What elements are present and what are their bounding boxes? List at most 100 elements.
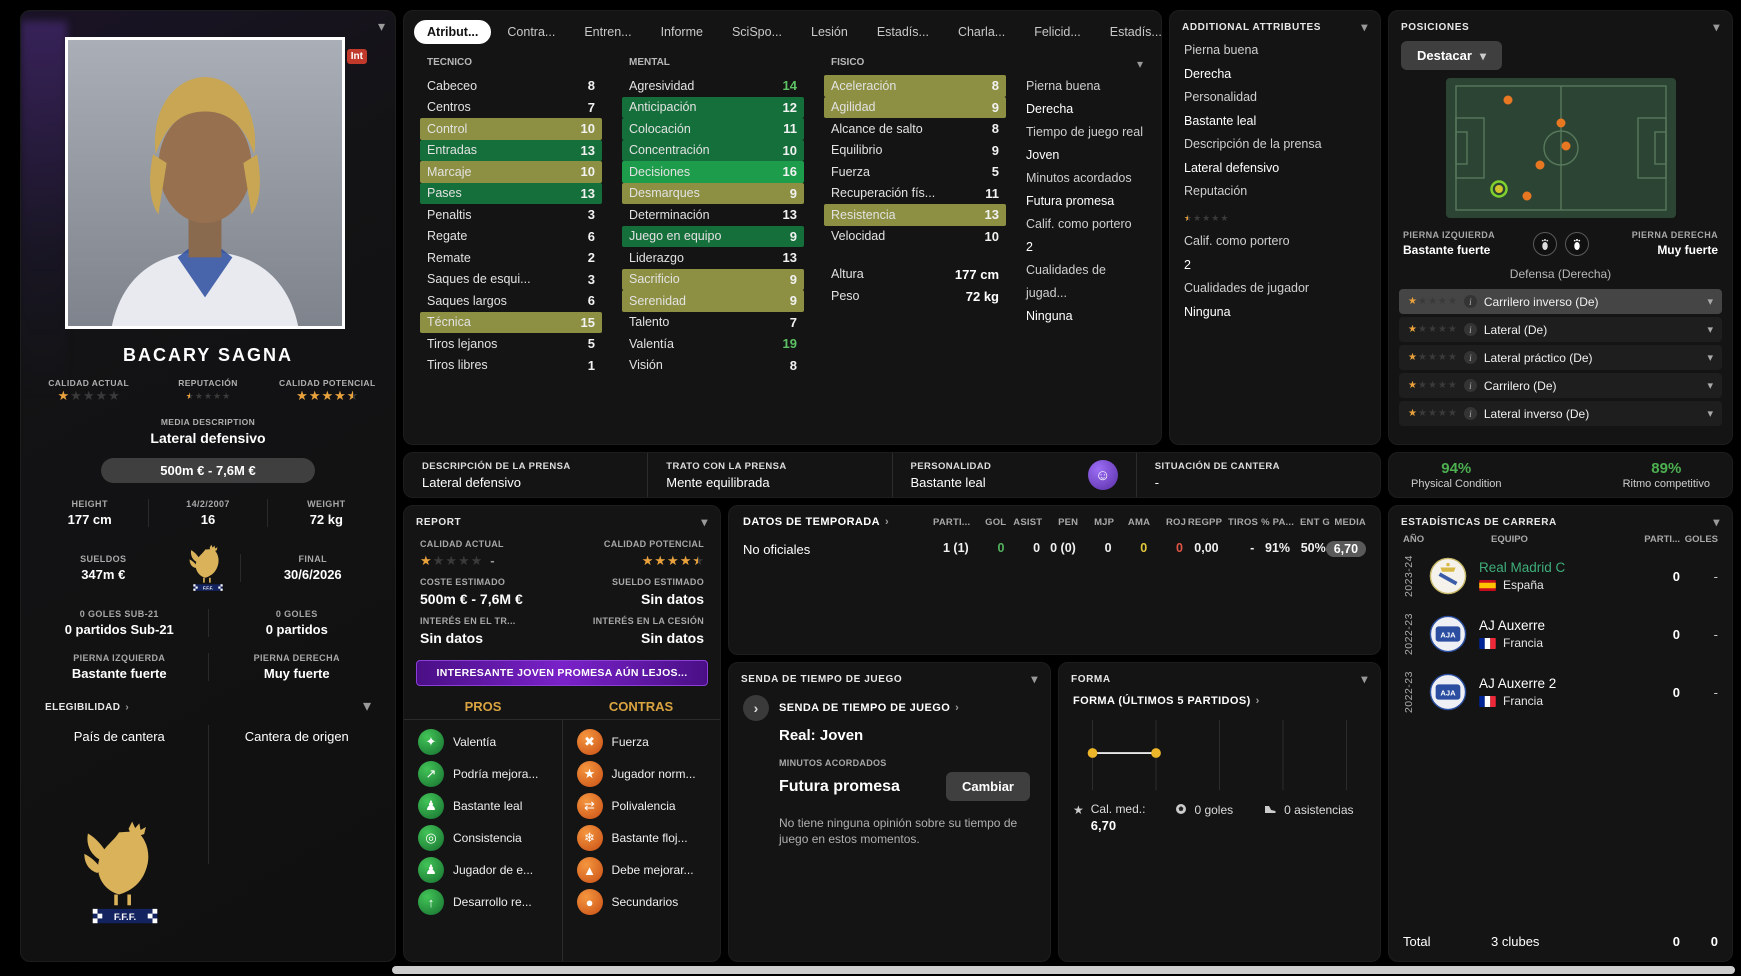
change-button[interactable]: Cambiar — [945, 772, 1030, 801]
collapse-chevron-icon[interactable]: ▾ — [377, 18, 385, 34]
attribute-row[interactable]: Regate 6 — [420, 226, 602, 248]
attribute-row[interactable]: Sacrificio 9 — [622, 268, 804, 290]
attribute-label: Decisiones — [629, 164, 691, 179]
attribute-row[interactable]: Penaltis 3 — [420, 204, 602, 226]
role-label: Lateral inverso (De) — [1483, 406, 1590, 421]
attribute-row[interactable]: Visión 8 — [622, 355, 804, 377]
attribute-row[interactable]: Marcaje 10 — [420, 161, 602, 183]
expand-chevron-icon[interactable]: ▾ — [362, 698, 371, 715]
team-name[interactable]: Real Madrid C — [1479, 560, 1566, 575]
collapse-chevron-icon[interactable]: ▾ — [701, 515, 708, 529]
attribute-row[interactable]: Tiros lejanos 5 — [420, 333, 602, 355]
highlight-dropdown[interactable]: Destacar ▾ — [1401, 41, 1502, 70]
tab-4-scispo[interactable]: SciSpo... — [731, 25, 782, 39]
side-info-label: Tiempo de juego real — [1026, 125, 1143, 139]
attribute-row[interactable]: Decisiones 16 — [622, 161, 804, 183]
additional-attr-value: Lateral defensivo — [1184, 160, 1280, 175]
attribute-label: Agilidad — [831, 100, 876, 115]
attribute-row[interactable]: Serenidad 9 — [622, 290, 804, 312]
star-icon: ★★ — [432, 553, 445, 568]
attribute-row[interactable]: Cabeceo 8 — [420, 75, 602, 97]
attribute-row[interactable]: Talento 7 — [622, 312, 804, 334]
con-secondary-icon: ● — [576, 889, 603, 915]
collapse-chevron-icon[interactable]: ▾ — [1361, 672, 1368, 686]
tab-2-entren[interactable]: Entren... — [584, 25, 632, 39]
attribute-row[interactable]: Técnica 15 — [420, 311, 602, 333]
horizontal-scrollbar[interactable] — [392, 966, 1735, 974]
info-icon[interactable]: i — [1463, 295, 1477, 308]
tab-3-informe[interactable]: Informe — [660, 25, 703, 39]
agreed-minutes-value: Futura promesa — [779, 777, 900, 795]
tab-6-estadís[interactable]: Estadís... — [876, 25, 929, 39]
chevron-down-icon[interactable]: ▾ — [1707, 408, 1713, 420]
attribute-row[interactable]: Anticipación 12 — [622, 96, 804, 118]
attribute-row[interactable]: Aceleración 8 — [824, 75, 1006, 97]
tab-1-contra[interactable]: Contra... — [507, 25, 556, 39]
career-row[interactable]: 2022-23 AJA AJ Auxerre Francia 0 - — [1389, 605, 1732, 663]
attribute-row[interactable]: Agresividad 14 — [622, 75, 804, 97]
info-icon[interactable]: i — [1463, 379, 1477, 392]
chevron-down-icon[interactable]: ▾ — [1707, 296, 1713, 308]
attribute-value: 3 — [587, 271, 595, 287]
tab-5-lesin[interactable]: Lesión — [811, 25, 848, 39]
attribute-row[interactable]: Resistencia 13 — [824, 204, 1006, 226]
info-cell: PERSONALIDAD Bastante leal ☺ — [891, 453, 1136, 497]
attribute-value: 13 — [580, 185, 595, 201]
attribute-row[interactable]: Fuerza 5 — [824, 161, 1006, 183]
attribute-row[interactable]: Juego en equipo 9 — [622, 225, 804, 247]
star-icon: ★★ — [1437, 352, 1447, 363]
career-row[interactable]: 2022-23 AJA AJ Auxerre 2 Francia 0 - — [1389, 663, 1732, 721]
tab-9-estadís[interactable]: Estadís... — [1109, 25, 1162, 39]
info-icon[interactable]: i — [1463, 323, 1477, 336]
star-icon: ★★ — [1427, 352, 1437, 363]
attribute-row[interactable]: Alcance de salto 8 — [824, 118, 1006, 140]
attribute-row[interactable]: Tiros libres 1 — [420, 355, 602, 377]
attribute-row[interactable]: Valentía 19 — [622, 333, 804, 355]
attribute-row[interactable]: Entradas 13 — [420, 139, 602, 161]
attribute-row[interactable]: Control 10 — [420, 118, 602, 140]
collapse-chevron-icon[interactable]: ▾ — [1136, 57, 1143, 71]
attribute-row[interactable]: Pases 13 — [420, 182, 602, 204]
goals-value: - — [1713, 626, 1718, 642]
season-stat-value: - — [1250, 541, 1255, 555]
career-row[interactable]: 2023-24 Real Madrid C España 0 - — [1389, 547, 1732, 605]
attribute-row[interactable]: Saques largos 6 — [420, 290, 602, 312]
tab-8-felicid[interactable]: Felicid... — [1034, 25, 1081, 39]
attribute-row[interactable]: Equilibrio 9 — [824, 140, 1006, 162]
info-icon[interactable]: i — [1463, 407, 1477, 420]
attribute-row[interactable]: Recuperación fís... 11 — [824, 183, 1006, 205]
chevron-down-icon[interactable]: ▾ — [1707, 324, 1713, 336]
attribute-row[interactable]: Desmarques 9 — [622, 182, 804, 204]
collapse-chevron-icon[interactable]: ▾ — [1361, 20, 1368, 34]
attribute-row[interactable]: Colocación 11 — [622, 118, 804, 140]
tab-7-charla[interactable]: Charla... — [957, 25, 1006, 39]
season-stats-link[interactable]: DATOS DE TEMPORADA › — [743, 516, 890, 528]
attribute-row[interactable]: Agilidad 9 — [824, 96, 1006, 118]
attribute-row[interactable]: Remate 2 — [420, 247, 602, 269]
transfer-value-pill[interactable]: 500m € - 7,6M € — [101, 458, 315, 483]
star-icon: ★★ — [667, 553, 679, 568]
attribute-row[interactable]: Determinación 13 — [622, 204, 804, 226]
attribute-row[interactable]: Liderazgo 13 — [622, 247, 804, 269]
agreed-minutes-label: MINUTOS ACORDADOS — [779, 758, 887, 768]
form-link[interactable]: FORMA (ÚLTIMOS 5 PARTIDOS) › — [1073, 695, 1260, 707]
collapse-chevron-icon[interactable]: ▾ — [1713, 515, 1720, 529]
attribute-row[interactable]: Concentración 10 — [622, 139, 804, 161]
playing-time-link[interactable]: SENDA DE TIEMPO DE JUEGO › — [779, 702, 960, 714]
eligibility-link[interactable]: ELEGIBILIDAD › — [45, 701, 130, 713]
attribute-row[interactable]: Velocidad 10 — [824, 226, 1006, 248]
chevron-down-icon[interactable]: ▾ — [1707, 352, 1713, 364]
attribute-row[interactable]: Centros 7 — [420, 97, 602, 119]
chevron-down-icon[interactable]: ▾ — [1707, 380, 1713, 392]
collapse-chevron-icon[interactable]: ▾ — [1031, 672, 1038, 686]
side-info-value: Joven — [1026, 148, 1060, 162]
info-icon[interactable]: i — [1463, 351, 1477, 364]
tab-0-atribut[interactable]: Atribut... — [414, 20, 492, 44]
attribute-row[interactable]: Saques de esqui... 3 — [420, 269, 602, 291]
collapse-chevron-icon[interactable]: ▾ — [1713, 20, 1720, 34]
